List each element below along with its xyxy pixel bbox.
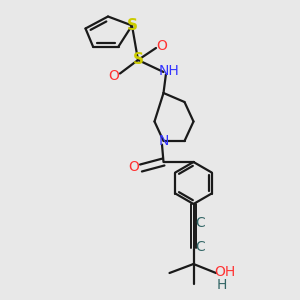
Text: O: O bbox=[157, 39, 167, 52]
Text: O: O bbox=[128, 160, 139, 174]
Text: OH: OH bbox=[214, 266, 236, 279]
Text: O: O bbox=[109, 70, 119, 83]
Text: NH: NH bbox=[158, 64, 179, 78]
Text: C: C bbox=[195, 240, 205, 254]
Text: S: S bbox=[127, 18, 137, 33]
Text: S: S bbox=[133, 52, 143, 68]
Text: C: C bbox=[195, 216, 205, 230]
Text: N: N bbox=[158, 134, 169, 148]
Text: H: H bbox=[217, 278, 227, 292]
